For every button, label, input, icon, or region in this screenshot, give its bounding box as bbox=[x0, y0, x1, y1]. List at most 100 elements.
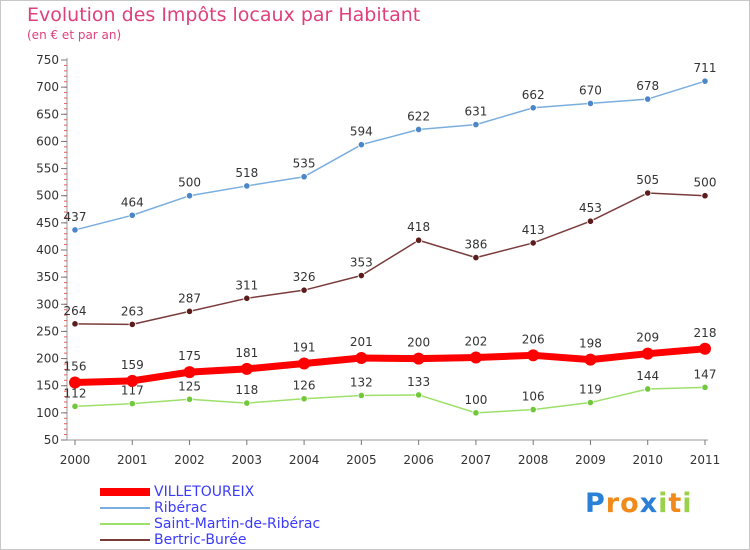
y-tick-label: 400 bbox=[36, 243, 59, 257]
data-label-rib-rac: 594 bbox=[350, 125, 373, 139]
data-label-bertric-bur-e: 263 bbox=[121, 304, 144, 318]
data-label-bertric-bur-e: 326 bbox=[293, 270, 316, 284]
data-point-rib-rac bbox=[529, 104, 537, 112]
data-label-villetoureix: 218 bbox=[694, 326, 717, 340]
legend-label: Saint-Martin-de-Ribérac bbox=[154, 516, 321, 532]
data-label-villetoureix: 201 bbox=[350, 335, 373, 349]
series-line-bertric-bur-e bbox=[74, 192, 706, 326]
y-tick-label: 250 bbox=[36, 324, 59, 338]
data-point-rib-rac bbox=[415, 125, 423, 134]
data-point-saint-martin-de-rib-rac bbox=[415, 391, 423, 399]
series-line-rib-rac bbox=[74, 80, 706, 231]
logo-letter: x bbox=[639, 488, 659, 519]
data-point-bertric-bur-e bbox=[701, 192, 709, 200]
x-tick-label: 2004 bbox=[289, 453, 320, 467]
data-point-villetoureix bbox=[699, 342, 711, 355]
x-tick-label: 2001 bbox=[117, 453, 148, 467]
data-point-saint-martin-de-rib-rac bbox=[357, 391, 365, 400]
data-label-rib-rac: 670 bbox=[579, 83, 602, 97]
data-point-villetoureix bbox=[183, 366, 196, 379]
data-point-saint-martin-de-rib-rac bbox=[701, 383, 709, 391]
data-label-villetoureix: 181 bbox=[235, 346, 258, 360]
y-tick-label: 700 bbox=[36, 80, 59, 94]
data-point-saint-martin-de-rib-rac bbox=[586, 398, 595, 407]
data-label-bertric-bur-e: 418 bbox=[407, 220, 430, 234]
data-label-saint-martin-de-rib-rac: 106 bbox=[522, 390, 545, 404]
data-point-bertric-bur-e bbox=[472, 254, 480, 262]
data-point-villetoureix bbox=[240, 362, 253, 375]
x-tick-label: 2010 bbox=[632, 453, 663, 467]
data-point-villetoureix bbox=[126, 374, 139, 387]
data-label-rib-rac: 464 bbox=[121, 195, 144, 209]
data-label-villetoureix: 156 bbox=[64, 359, 87, 373]
data-point-rib-rac bbox=[71, 226, 79, 234]
data-label-villetoureix: 159 bbox=[121, 358, 144, 372]
x-tick-label: 2008 bbox=[518, 453, 549, 467]
data-point-bertric-bur-e bbox=[243, 294, 251, 302]
data-label-saint-martin-de-rib-rac: 118 bbox=[235, 383, 258, 397]
data-point-saint-martin-de-rib-rac bbox=[185, 395, 194, 403]
logo-letter: i bbox=[682, 488, 693, 519]
legend-label: VILLETOUREIX bbox=[154, 484, 255, 500]
data-label-saint-martin-de-rib-rac: 112 bbox=[64, 386, 87, 400]
data-label-rib-rac: 631 bbox=[464, 105, 487, 119]
x-tick-label: 2000 bbox=[60, 453, 91, 467]
legend-swatch bbox=[100, 507, 150, 509]
data-label-bertric-bur-e: 413 bbox=[522, 223, 545, 237]
legend-label: Ribérac bbox=[154, 500, 208, 516]
data-point-villetoureix bbox=[298, 357, 311, 370]
data-label-villetoureix: 191 bbox=[293, 340, 316, 354]
data-point-villetoureix bbox=[584, 353, 597, 366]
y-tick-label: 650 bbox=[36, 107, 59, 121]
data-label-rib-rac: 535 bbox=[293, 157, 316, 171]
logo-letter: r bbox=[605, 488, 621, 519]
data-point-bertric-bur-e bbox=[128, 320, 136, 328]
data-label-bertric-bur-e: 386 bbox=[464, 238, 487, 252]
data-label-saint-martin-de-rib-rac: 126 bbox=[293, 379, 316, 393]
chart-title: Evolution des Impôts locaux par Habitant bbox=[27, 4, 421, 26]
logo-letter: o bbox=[620, 488, 640, 519]
data-point-rib-rac bbox=[185, 192, 194, 200]
y-tick-label: 300 bbox=[36, 297, 59, 311]
data-label-saint-martin-de-rib-rac: 117 bbox=[121, 384, 144, 398]
data-point-saint-martin-de-rib-rac bbox=[128, 400, 136, 408]
data-label-rib-rac: 662 bbox=[522, 88, 545, 102]
data-point-rib-rac bbox=[644, 95, 652, 103]
data-label-villetoureix: 206 bbox=[522, 332, 545, 346]
data-point-rib-rac bbox=[586, 99, 595, 108]
data-point-bertric-bur-e bbox=[644, 189, 652, 197]
data-label-villetoureix: 175 bbox=[178, 349, 201, 363]
legend-swatch bbox=[100, 523, 150, 525]
data-label-rib-rac: 518 bbox=[235, 166, 258, 180]
data-point-bertric-bur-e bbox=[300, 286, 308, 294]
series-line-villetoureix bbox=[71, 345, 709, 386]
data-label-rib-rac: 437 bbox=[64, 210, 87, 224]
data-point-bertric-bur-e bbox=[529, 239, 537, 247]
x-tick-label: 2007 bbox=[461, 453, 492, 467]
data-point-bertric-bur-e bbox=[586, 217, 595, 225]
data-label-rib-rac: 711 bbox=[694, 61, 717, 75]
data-label-rib-rac: 678 bbox=[636, 79, 659, 93]
data-label-saint-martin-de-rib-rac: 144 bbox=[636, 369, 659, 383]
x-tick-label: 2002 bbox=[174, 453, 205, 467]
data-point-saint-martin-de-rib-rac bbox=[472, 409, 480, 417]
y-tick-label: 150 bbox=[36, 379, 59, 393]
data-label-bertric-bur-e: 264 bbox=[64, 304, 87, 318]
data-point-saint-martin-de-rib-rac bbox=[529, 405, 537, 414]
data-point-bertric-bur-e bbox=[185, 307, 194, 315]
x-tick-label: 2006 bbox=[403, 453, 434, 467]
data-label-villetoureix: 202 bbox=[464, 334, 487, 348]
data-label-bertric-bur-e: 353 bbox=[350, 256, 373, 270]
data-label-saint-martin-de-rib-rac: 100 bbox=[464, 393, 487, 407]
y-tick-label: 600 bbox=[36, 134, 59, 148]
data-point-villetoureix bbox=[527, 349, 540, 362]
legend-swatch bbox=[100, 488, 150, 496]
legend-swatch bbox=[100, 539, 150, 541]
data-label-rib-rac: 622 bbox=[407, 109, 430, 123]
y-tick-label: 200 bbox=[36, 352, 59, 366]
data-point-rib-rac bbox=[300, 173, 308, 181]
data-point-villetoureix bbox=[641, 347, 654, 360]
data-point-saint-martin-de-rib-rac bbox=[71, 402, 79, 410]
